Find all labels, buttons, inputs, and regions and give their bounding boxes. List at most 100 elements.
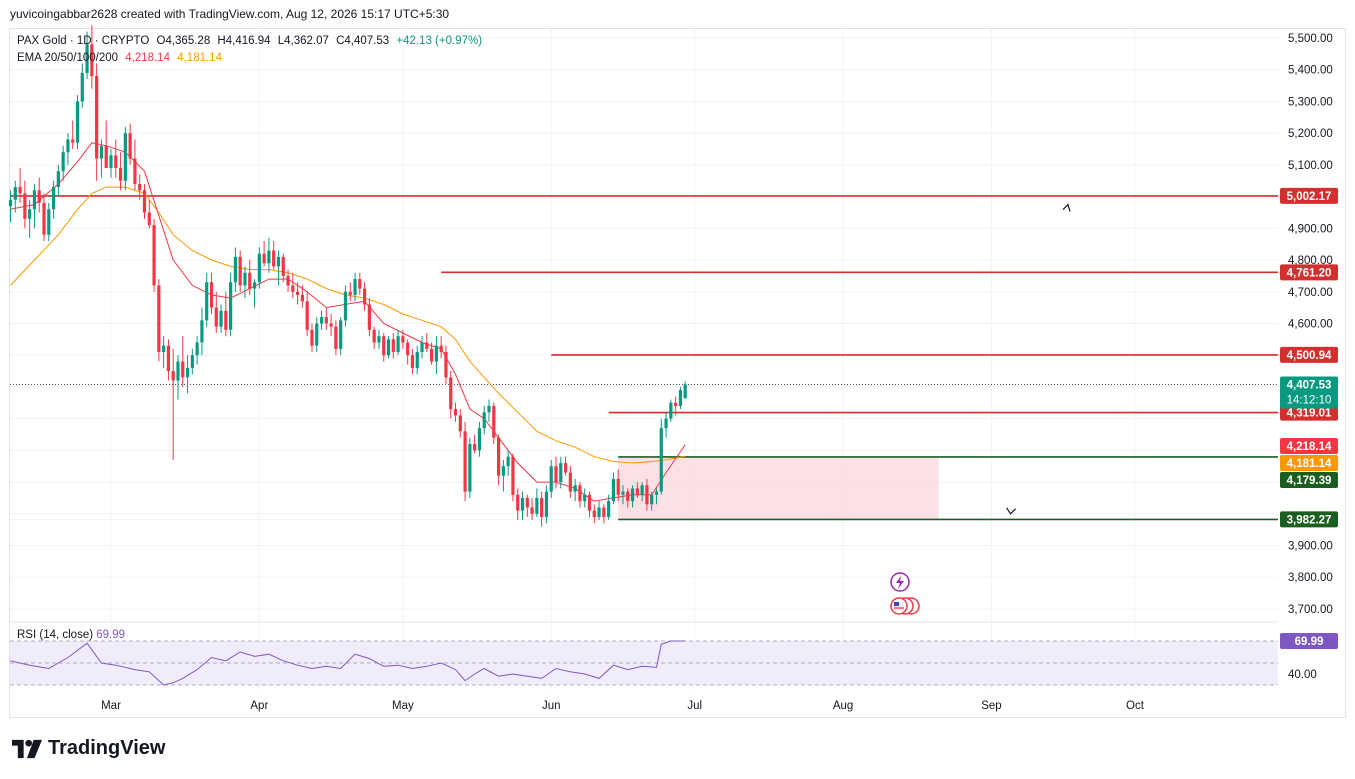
candle[interactable] (506, 456, 510, 467)
candle[interactable] (162, 345, 166, 353)
candle[interactable] (597, 507, 601, 517)
candle[interactable] (616, 478, 620, 495)
candle[interactable] (28, 209, 32, 219)
candle[interactable] (339, 320, 343, 349)
candle[interactable] (463, 431, 467, 492)
price-tag[interactable]: 5,002.17 (1287, 191, 1332, 203)
candle[interactable] (66, 139, 70, 153)
candle[interactable] (157, 285, 161, 353)
candle[interactable] (114, 155, 118, 169)
candle[interactable] (142, 190, 147, 213)
candle[interactable] (243, 272, 247, 286)
candle[interactable] (262, 253, 266, 264)
candle[interactable] (171, 371, 175, 381)
candle[interactable] (334, 326, 338, 349)
candle[interactable] (353, 279, 357, 295)
candle[interactable] (75, 101, 80, 143)
candle[interactable] (51, 187, 56, 210)
candle[interactable] (176, 361, 180, 381)
candle[interactable] (635, 488, 639, 495)
candle[interactable] (305, 301, 309, 330)
candle[interactable] (659, 428, 663, 492)
candle[interactable] (329, 323, 333, 327)
candle[interactable] (530, 507, 534, 514)
candle[interactable] (123, 133, 127, 181)
candle[interactable] (363, 288, 367, 305)
candle[interactable] (453, 409, 458, 416)
candle[interactable] (382, 336, 386, 356)
candle[interactable] (678, 390, 683, 406)
candle[interactable] (367, 304, 371, 330)
candle[interactable] (185, 367, 190, 378)
candle[interactable] (95, 76, 99, 159)
rsi-value-tag[interactable]: 69.99 (1295, 636, 1324, 648)
candle[interactable] (238, 256, 242, 286)
candle[interactable] (621, 491, 625, 495)
rsi-legend[interactable]: RSI (14, close) 69.99 (17, 629, 125, 641)
candle[interactable] (252, 282, 257, 289)
candle[interactable] (190, 355, 194, 368)
price-tag[interactable]: 4,500.94 (1287, 350, 1332, 362)
candle[interactable] (195, 342, 199, 356)
tradingview-logo[interactable]: TradingView (12, 737, 165, 760)
candle[interactable] (286, 275, 290, 286)
candle[interactable] (525, 497, 529, 508)
candle[interactable] (587, 494, 592, 511)
candle[interactable] (520, 497, 525, 511)
candle[interactable] (272, 250, 276, 267)
candle[interactable] (276, 256, 281, 267)
candle[interactable] (425, 342, 429, 349)
price-tag[interactable]: 3,982.27 (1287, 514, 1332, 526)
candle[interactable] (559, 463, 563, 483)
candle[interactable] (410, 355, 415, 368)
candle[interactable] (181, 361, 185, 378)
candle[interactable] (118, 168, 123, 181)
candle[interactable] (209, 282, 214, 308)
candle[interactable] (602, 507, 606, 517)
candle[interactable] (291, 285, 295, 292)
candle[interactable] (133, 158, 137, 184)
candle[interactable] (492, 405, 496, 438)
candle[interactable] (396, 336, 400, 353)
price-tag[interactable]: 4,181.14 (1287, 458, 1332, 470)
candle[interactable] (18, 187, 22, 194)
candle[interactable] (573, 485, 577, 492)
candle[interactable] (683, 384, 687, 399)
price-tag[interactable]: 4,179.39 (1287, 475, 1332, 487)
candle[interactable] (607, 501, 611, 517)
candle[interactable] (458, 415, 462, 432)
candle[interactable] (540, 497, 544, 517)
candle[interactable] (71, 139, 75, 143)
candle[interactable] (42, 202, 46, 235)
candle[interactable] (674, 402, 678, 406)
candle[interactable] (439, 345, 443, 353)
candle[interactable] (568, 472, 572, 492)
candle[interactable] (611, 478, 616, 502)
candle[interactable] (109, 155, 113, 169)
candle[interactable] (468, 444, 472, 492)
candle[interactable] (166, 345, 171, 372)
candle[interactable] (315, 323, 319, 346)
candle[interactable] (90, 44, 94, 77)
candle[interactable] (281, 256, 285, 276)
candle[interactable] (56, 171, 60, 188)
candle[interactable] (420, 342, 424, 353)
candle[interactable] (429, 348, 434, 362)
candle[interactable] (386, 339, 391, 356)
candle[interactable] (377, 336, 381, 343)
candle[interactable] (267, 250, 271, 264)
candle[interactable] (391, 339, 395, 353)
candle[interactable] (583, 494, 587, 502)
candle[interactable] (23, 193, 27, 219)
candle[interactable] (592, 510, 596, 517)
candle[interactable] (343, 291, 348, 321)
candle[interactable] (473, 444, 477, 451)
ema-label[interactable]: EMA 20/50/100/200 (17, 52, 119, 64)
candle[interactable] (13, 187, 17, 200)
candle[interactable] (669, 402, 673, 419)
candle[interactable] (415, 352, 419, 368)
candle[interactable] (319, 317, 324, 324)
candle[interactable] (300, 294, 304, 302)
candle[interactable] (104, 145, 108, 169)
candle[interactable] (563, 463, 568, 473)
